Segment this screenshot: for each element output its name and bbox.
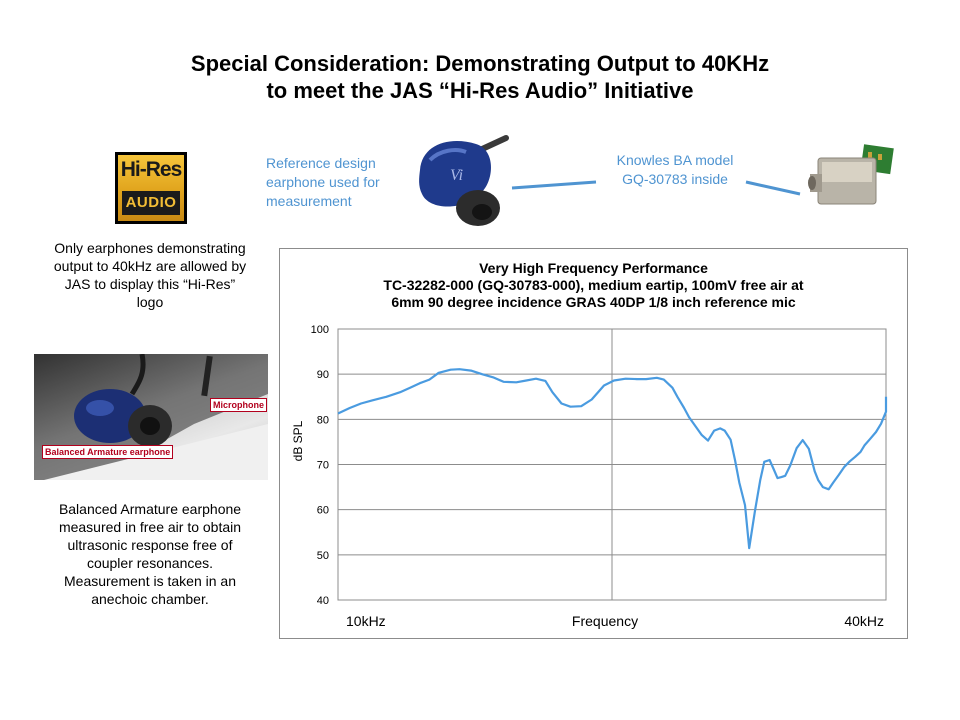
text-line: Only earphones demonstrating xyxy=(54,240,246,256)
slide-title-line-2: to meet the JAS “Hi-Res Audio” Initiativ… xyxy=(266,78,694,103)
frequency-response-chart: Very High Frequency Performance TC-32282… xyxy=(279,248,908,639)
earphone-image: Vi xyxy=(419,135,509,226)
reference-design-callout: Reference design earphone used for measu… xyxy=(266,154,416,211)
svg-text:Vi: Vi xyxy=(450,167,463,184)
text-line: output to 40kHz are allowed by xyxy=(53,258,247,274)
text-line: Measurement is taken in an xyxy=(64,573,236,589)
x-tick-label: 10kHz xyxy=(346,613,386,629)
text-line: Reference design xyxy=(266,155,376,171)
hi-res-requirement-text: Only earphones demonstrating output to 4… xyxy=(37,239,263,311)
text-line: measured in free air to obtain xyxy=(58,519,242,535)
hi-res-audio-logo: Hi-Res AUDIO xyxy=(115,152,187,224)
slide-title: Special Consideration: Demonstrating Out… xyxy=(0,50,960,104)
hi-res-logo-bottom-text: AUDIO xyxy=(125,194,177,211)
chart-title-line: TC-32282-000 (GQ-30783-000), medium eart… xyxy=(383,277,804,293)
y-tick-label: 50 xyxy=(317,550,329,562)
text-line: earphone used for xyxy=(266,174,380,190)
text-line: ultrasonic response free of xyxy=(67,537,233,553)
connector-line-left xyxy=(511,180,597,190)
measurement-description-text: Balanced Armature earphone measured in f… xyxy=(32,500,268,608)
y-tick-label: 60 xyxy=(317,505,329,517)
y-axis-label: dB SPL xyxy=(291,420,305,461)
slide-title-line-1: Special Consideration: Demonstrating Out… xyxy=(190,51,770,76)
text-line: JAS to display this “Hi-Res” xyxy=(64,276,236,292)
chart-title: Very High Frequency Performance TC-32282… xyxy=(280,260,907,311)
ba-receiver-image xyxy=(808,144,894,205)
plot-area-border xyxy=(337,328,887,601)
text-line: logo xyxy=(136,294,164,310)
earphone-label: Balanced Armature earphone xyxy=(42,445,174,459)
microphone-label: Microphone xyxy=(210,398,267,412)
text-line: coupler resonances. xyxy=(86,555,214,571)
measurement-setup-drawing xyxy=(34,354,268,480)
knowles-ba-callout: Knowles BA model GQ-30783 inside xyxy=(590,151,760,189)
x-tick-label: 40kHz xyxy=(844,613,884,629)
hi-res-logo-top-text: Hi-Res xyxy=(120,158,183,181)
text-line: anechoic chamber. xyxy=(91,591,209,607)
text-line: Knowles BA model xyxy=(616,152,734,168)
chart-plot: 100 90 80 70 60 50 40 10kHz 40kHz Frequency dB SPL xyxy=(291,324,888,629)
y-tick-label: 80 xyxy=(317,414,329,426)
x-axis-label: Frequency xyxy=(572,613,638,629)
frequency-response-curve xyxy=(337,368,888,550)
y-tick-label: 70 xyxy=(317,460,329,472)
hi-res-logo-bar: AUDIO xyxy=(122,191,180,215)
measurement-setup-photo: Microphone Balanced Armature earphone xyxy=(34,354,268,480)
hi-res-logo-badge: Hi-Res AUDIO xyxy=(118,155,184,221)
y-tick-label: 90 xyxy=(317,369,329,381)
text-line: measurement xyxy=(266,193,352,209)
text-line: Balanced Armature earphone xyxy=(58,501,242,517)
text-line: GQ-30783 inside xyxy=(622,171,728,187)
y-tick-label: 100 xyxy=(311,324,329,336)
chart-title-line: 6mm 90 degree incidence GRAS 40DP 1/8 in… xyxy=(391,294,796,310)
y-tick-label: 40 xyxy=(317,595,329,607)
chart-title-line: Very High Frequency Performance xyxy=(479,260,708,276)
